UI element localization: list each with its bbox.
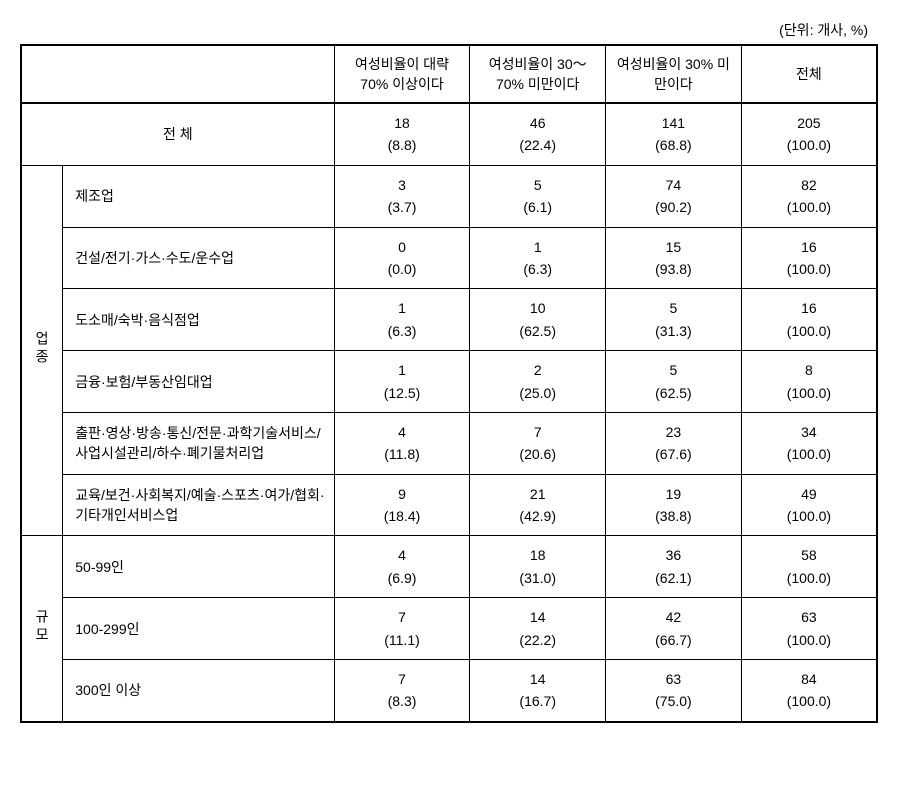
cell: 4(11.8) — [334, 412, 470, 474]
cell: 42(66.7) — [606, 598, 742, 660]
row-label: 300인 이상 — [63, 660, 334, 722]
total-c4: 205(100.0) — [741, 103, 877, 165]
table-row: 300인 이상 7(8.3) 14(16.7) 63(75.0) 84(100.… — [21, 660, 877, 722]
cell: 7(8.3) — [334, 660, 470, 722]
cell: 3(3.7) — [334, 165, 470, 227]
cell: 23(67.6) — [606, 412, 742, 474]
cell: 4(6.9) — [334, 536, 470, 598]
row-label: 교육/보건·사회복지/예술·스포츠·여가/협회·기타개인서비스업 — [63, 474, 334, 536]
row-label: 50-99인 — [63, 536, 334, 598]
header-row: 여성비율이 대략 70% 이상이다 여성비율이 30～70% 미만이다 여성비율… — [21, 45, 877, 103]
cell: 5(62.5) — [606, 351, 742, 413]
total-label: 전 체 — [21, 103, 334, 165]
row-label: 출판·영상·방송·통신/전문·과학기술서비스/사업시설관리/하수·폐기물처리업 — [63, 412, 334, 474]
table-row: 교육/보건·사회복지/예술·스포츠·여가/협회·기타개인서비스업 9(18.4)… — [21, 474, 877, 536]
cell: 0(0.0) — [334, 227, 470, 289]
cell: 58(100.0) — [741, 536, 877, 598]
cell: 63(75.0) — [606, 660, 742, 722]
cell: 2(25.0) — [470, 351, 606, 413]
col-header-4: 전체 — [741, 45, 877, 103]
cell: 15(93.8) — [606, 227, 742, 289]
cell: 5(31.3) — [606, 289, 742, 351]
row-label: 100-299인 — [63, 598, 334, 660]
col-header-1: 여성비율이 대략 70% 이상이다 — [334, 45, 470, 103]
row-label: 건설/전기·가스·수도/운수업 — [63, 227, 334, 289]
cell: 9(18.4) — [334, 474, 470, 536]
table-row: 100-299인 7(11.1) 14(22.2) 42(66.7) 63(10… — [21, 598, 877, 660]
unit-label: (단위: 개사, %) — [20, 20, 878, 40]
cell: 14(16.7) — [470, 660, 606, 722]
cell: 49(100.0) — [741, 474, 877, 536]
cell: 16(100.0) — [741, 289, 877, 351]
total-row: 전 체 18(8.8) 46(22.4) 141(68.8) 205(100.0… — [21, 103, 877, 165]
table-row: 도소매/숙박·음식점업 1(6.3) 10(62.5) 5(31.3) 16(1… — [21, 289, 877, 351]
cell: 18(31.0) — [470, 536, 606, 598]
table-row: 규모 50-99인 4(6.9) 18(31.0) 36(62.1) 58(10… — [21, 536, 877, 598]
cell: 19(38.8) — [606, 474, 742, 536]
table-row: 금융·보험/부동산임대업 1(12.5) 2(25.0) 5(62.5) 8(1… — [21, 351, 877, 413]
group-size: 규모 — [21, 536, 63, 722]
col-header-2: 여성비율이 30～70% 미만이다 — [470, 45, 606, 103]
cell: 82(100.0) — [741, 165, 877, 227]
group-industry: 업종 — [21, 165, 63, 536]
cell: 14(22.2) — [470, 598, 606, 660]
cell: 7(11.1) — [334, 598, 470, 660]
table-row: 출판·영상·방송·통신/전문·과학기술서비스/사업시설관리/하수·폐기물처리업 … — [21, 412, 877, 474]
table-row: 업종 제조업 3(3.7) 5(6.1) 74(90.2) 82(100.0) — [21, 165, 877, 227]
row-label: 제조업 — [63, 165, 334, 227]
total-c1: 18(8.8) — [334, 103, 470, 165]
cell: 34(100.0) — [741, 412, 877, 474]
cell: 5(6.1) — [470, 165, 606, 227]
row-label: 도소매/숙박·음식점업 — [63, 289, 334, 351]
header-blank — [21, 45, 334, 103]
cell: 36(62.1) — [606, 536, 742, 598]
cell: 8(100.0) — [741, 351, 877, 413]
row-label: 금융·보험/부동산임대업 — [63, 351, 334, 413]
total-c3: 141(68.8) — [606, 103, 742, 165]
cell: 63(100.0) — [741, 598, 877, 660]
data-table: 여성비율이 대략 70% 이상이다 여성비율이 30～70% 미만이다 여성비율… — [20, 44, 878, 723]
total-c2: 46(22.4) — [470, 103, 606, 165]
table-row: 건설/전기·가스·수도/운수업 0(0.0) 1(6.3) 15(93.8) 1… — [21, 227, 877, 289]
cell: 7(20.6) — [470, 412, 606, 474]
cell: 1(6.3) — [334, 289, 470, 351]
cell: 74(90.2) — [606, 165, 742, 227]
cell: 21(42.9) — [470, 474, 606, 536]
cell: 1(6.3) — [470, 227, 606, 289]
cell: 1(12.5) — [334, 351, 470, 413]
cell: 16(100.0) — [741, 227, 877, 289]
cell: 10(62.5) — [470, 289, 606, 351]
cell: 84(100.0) — [741, 660, 877, 722]
col-header-3: 여성비율이 30% 미만이다 — [606, 45, 742, 103]
